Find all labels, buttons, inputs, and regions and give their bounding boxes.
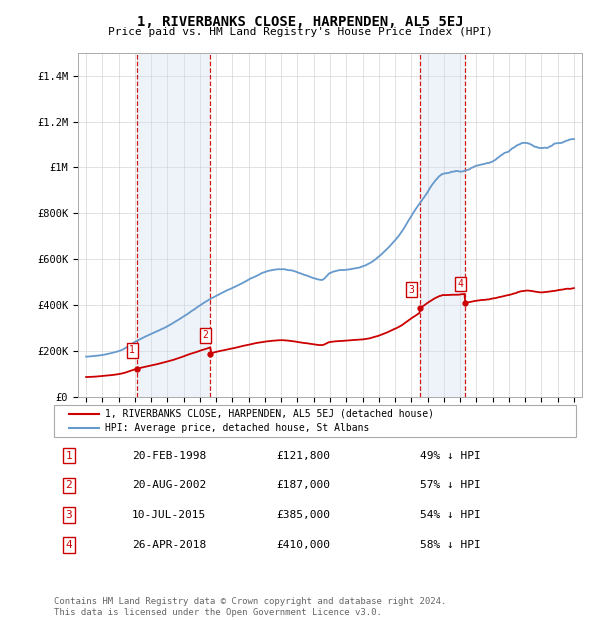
- Bar: [137, 53, 211, 397]
- Text: 3: 3: [409, 285, 415, 294]
- Text: 2: 2: [203, 330, 208, 340]
- Text: £410,000: £410,000: [276, 540, 330, 550]
- Text: £385,000: £385,000: [276, 510, 330, 520]
- Text: 26-APR-2018: 26-APR-2018: [132, 540, 206, 550]
- Text: 49% ↓ HPI: 49% ↓ HPI: [420, 451, 481, 461]
- Text: 1, RIVERBANKS CLOSE, HARPENDEN, AL5 5EJ (detached house): 1, RIVERBANKS CLOSE, HARPENDEN, AL5 5EJ …: [105, 409, 434, 419]
- Text: 20-FEB-1998: 20-FEB-1998: [132, 451, 206, 461]
- Text: 20-AUG-2002: 20-AUG-2002: [132, 480, 206, 490]
- Text: £187,000: £187,000: [276, 480, 330, 490]
- Text: 2: 2: [65, 480, 73, 490]
- Text: 1: 1: [65, 451, 73, 461]
- Text: 54% ↓ HPI: 54% ↓ HPI: [420, 510, 481, 520]
- Text: 4: 4: [457, 279, 463, 289]
- Text: 1: 1: [129, 345, 135, 355]
- Text: 1, RIVERBANKS CLOSE, HARPENDEN, AL5 5EJ: 1, RIVERBANKS CLOSE, HARPENDEN, AL5 5EJ: [137, 16, 463, 30]
- Text: 58% ↓ HPI: 58% ↓ HPI: [420, 540, 481, 550]
- Text: 3: 3: [65, 510, 73, 520]
- Text: Contains HM Land Registry data © Crown copyright and database right 2024.
This d: Contains HM Land Registry data © Crown c…: [54, 598, 446, 617]
- Text: HPI: Average price, detached house, St Albans: HPI: Average price, detached house, St A…: [105, 423, 370, 433]
- Text: £121,800: £121,800: [276, 451, 330, 461]
- Text: Price paid vs. HM Land Registry's House Price Index (HPI): Price paid vs. HM Land Registry's House …: [107, 27, 493, 37]
- Text: 57% ↓ HPI: 57% ↓ HPI: [420, 480, 481, 490]
- Text: 10-JUL-2015: 10-JUL-2015: [132, 510, 206, 520]
- Bar: [420, 53, 465, 397]
- Text: 4: 4: [65, 540, 73, 550]
